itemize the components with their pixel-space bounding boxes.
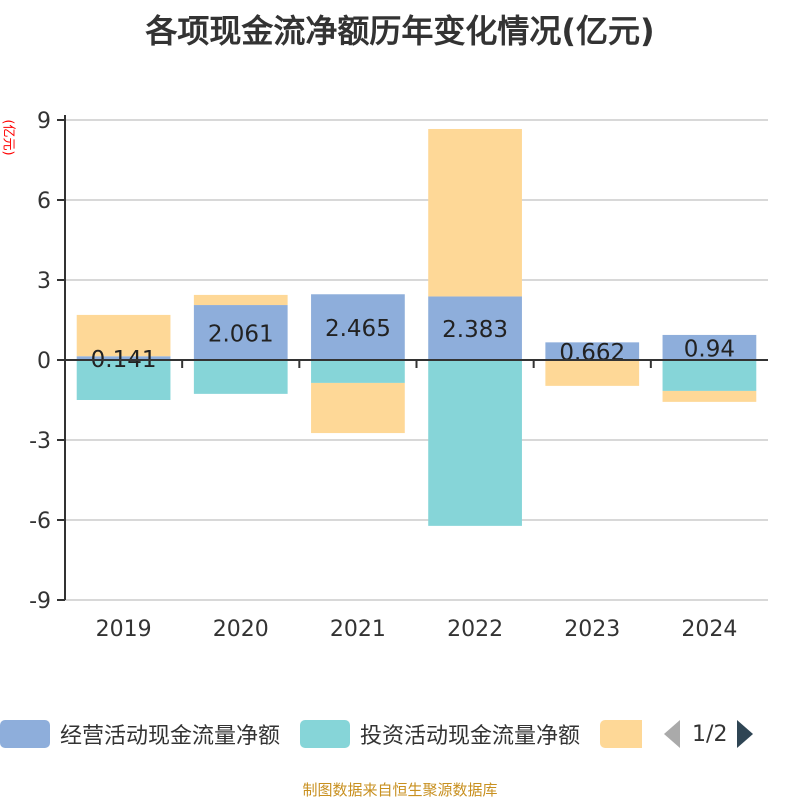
bar-investing xyxy=(311,360,405,383)
y-tick-label: 0 xyxy=(37,349,51,374)
legend: 经营活动现金流量净额 投资活动现金流量净额 1/2 xyxy=(0,718,754,750)
bar-operating xyxy=(428,296,522,360)
y-tick-label: 3 xyxy=(37,269,51,294)
bar-operating xyxy=(662,334,757,360)
y-tick-label: -6 xyxy=(29,509,51,534)
legend-page: 1/2 xyxy=(692,721,728,747)
bar-investing xyxy=(76,360,171,400)
legend-next-icon[interactable] xyxy=(737,720,754,748)
bar-operating xyxy=(193,305,288,360)
data-label: 0.94 xyxy=(684,336,735,362)
bar-financing xyxy=(662,390,757,402)
x-tick-label: 2021 xyxy=(330,617,386,642)
legend-swatch-operating[interactable] xyxy=(0,720,50,748)
bar-operating xyxy=(76,356,171,360)
legend-swatch-investing[interactable] xyxy=(300,720,351,748)
data-label: 2.383 xyxy=(442,317,508,343)
bar-financing xyxy=(193,294,288,306)
data-label: 2.061 xyxy=(208,322,274,348)
bar-financing xyxy=(428,128,522,297)
bar-financing xyxy=(311,382,405,434)
bar-investing xyxy=(428,360,522,526)
y-tick-label: 9 xyxy=(37,109,51,134)
source-note: 制图数据来自恒生聚源数据库 xyxy=(302,781,498,799)
y-tick-label: -3 xyxy=(29,429,51,454)
legend-prev-icon[interactable] xyxy=(664,720,681,748)
bar-financing xyxy=(545,360,640,386)
x-tick-label: 2022 xyxy=(447,617,503,642)
data-label: 0.662 xyxy=(559,340,625,366)
legend-swatch-financing[interactable] xyxy=(600,720,643,748)
bar-operating xyxy=(311,294,405,360)
bar-operating xyxy=(545,342,640,360)
bar-financing xyxy=(76,314,171,357)
x-tick-label: 2024 xyxy=(681,617,737,642)
data-label: 2.465 xyxy=(325,316,391,342)
bar-investing xyxy=(193,360,288,394)
bar-investing xyxy=(662,360,757,391)
y-tick-label: -9 xyxy=(29,589,51,614)
x-tick-label: 2020 xyxy=(213,617,269,642)
legend-label-operating[interactable]: 经营活动现金流量净额 xyxy=(60,724,281,749)
y-tick-label: 6 xyxy=(37,189,51,214)
legend-label-investing[interactable]: 投资活动现金流量净额 xyxy=(360,724,581,749)
chart-title: 各项现金流净额历年变化情况(亿元) xyxy=(145,12,655,50)
x-tick-label: 2019 xyxy=(96,617,152,642)
x-tick-label: 2023 xyxy=(564,617,620,642)
